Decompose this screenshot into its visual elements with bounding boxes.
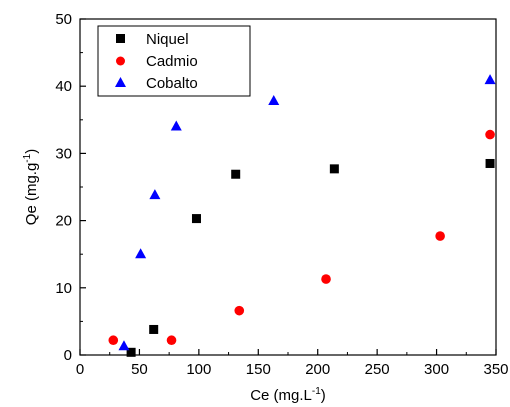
data-point-cadmio [485, 129, 495, 140]
x-tick-label: 50 [131, 361, 148, 378]
data-point-cadmio [321, 274, 331, 284]
y-tick-label: 0 [64, 347, 72, 364]
y-tick-label: 30 [55, 145, 72, 162]
y-tick-label: 10 [55, 280, 72, 297]
x-tick-label: 250 [365, 361, 390, 378]
data-point-cobalto [118, 340, 130, 351]
x-tick-label: 100 [186, 361, 211, 378]
x-tick-label: 0 [76, 361, 84, 378]
legend: Niquel Cadmio Cobalto [97, 25, 251, 97]
data-point-niquel [149, 324, 159, 334]
data-point-cobalto [268, 94, 280, 105]
data-point-niquel [231, 169, 241, 179]
y-tick-label: 20 [55, 213, 72, 230]
data-point-niquel [126, 347, 136, 357]
tick-labels: 0 50 100 150 200 250 300 350 0 10 20 30 40 50 [55, 11, 508, 378]
y-axis-title-text: Qe (mg.g [23, 163, 40, 226]
x-tick-label: 200 [305, 361, 330, 378]
y-tick-label: 40 [55, 78, 72, 95]
y-axis-title: Qe (mg.g-1) [22, 149, 40, 225]
x-axis-title-sup: -1 [312, 386, 321, 397]
data-point-cadmio [234, 305, 245, 316]
legend-label-niquel: Niquel [146, 31, 189, 48]
y-axis-title-sup: -1 [22, 153, 33, 162]
legend-triangle-icon [115, 77, 126, 87]
y-axis-title-close: ) [23, 149, 40, 154]
data-point-niquel [191, 214, 201, 224]
data-point-cobalto [149, 189, 161, 200]
x-axis-title: Ce (mg.L-1) [250, 386, 326, 404]
data-point-niquel [485, 158, 495, 168]
data-point-cobalto [484, 74, 496, 85]
data-markers [108, 74, 496, 357]
legend-label-cadmio: Cadmio [146, 53, 198, 70]
axis-ticks [79, 18, 497, 356]
x-axis-title-close: ) [321, 387, 326, 404]
legend-circle-icon [116, 56, 125, 66]
legend-label-cobalto: Cobalto [146, 75, 198, 92]
x-tick-label: 150 [246, 361, 271, 378]
data-point-cobalto [170, 120, 182, 131]
x-tick-label: 300 [424, 361, 449, 378]
data-point-cadmio [166, 335, 177, 346]
data-point-cobalto [135, 248, 147, 259]
data-point-cadmio [435, 231, 445, 241]
legend-square-icon [116, 34, 125, 43]
y-tick-label: 50 [55, 11, 72, 28]
x-tick-label: 350 [483, 361, 508, 378]
data-point-niquel [329, 164, 339, 174]
x-axis-title-text: Ce (mg.L [250, 387, 312, 404]
data-point-cadmio [108, 335, 119, 346]
